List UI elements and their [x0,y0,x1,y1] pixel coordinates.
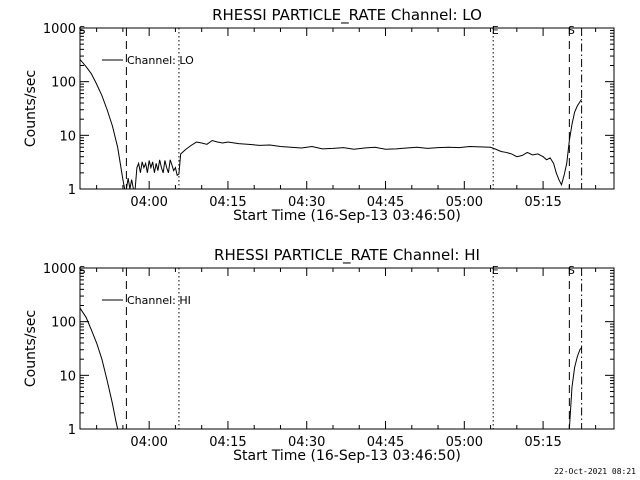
plot-frame [79,27,615,190]
chart-title: RHESSI PARTICLE_RATE Channel: LO [212,6,482,25]
event-label: S [79,264,86,277]
y-axis-label: Counts/sec [23,310,39,387]
legend-label: Channel: LO [127,54,194,67]
series-line [80,59,583,189]
x-axis-label: Start Time (16-Sep-13 03:46:50) [233,448,461,464]
y-axis-label: Counts/sec [23,70,39,147]
x-tick-label: 05:15 [524,195,561,210]
x-tick-label: 05:00 [446,435,483,450]
x-tick-label: 05:00 [446,195,483,210]
event-label: S [568,264,575,277]
y-tick-label: 100 [51,316,76,331]
footer-timestamp: 22-Oct-2021 08:21 [554,467,636,476]
series-line [80,307,583,429]
event-label: E [492,24,499,37]
y-tick-label: 1 [68,423,76,438]
x-tick-label: 04:30 [288,435,325,450]
x-tick-label: 04:15 [209,435,246,450]
x-tick-label: 04:00 [130,435,167,450]
event-label: E [492,264,499,277]
event-label: S [79,24,86,37]
chart-title: RHESSI PARTICLE_RATE Channel: HI [214,246,480,265]
x-tick-label: 04:45 [367,435,404,450]
x-axis-label: Start Time (16-Sep-13 03:46:50) [233,208,461,224]
plot-frame [79,267,615,430]
x-tick-label: 04:00 [130,195,167,210]
panel-hi: RHESSI PARTICLE_RATE Channel: HI Start Ti… [23,246,615,464]
y-tick-label: 1000 [43,22,76,37]
x-tick-label: 04:45 [367,195,404,210]
y-tick-label: 10 [59,369,76,384]
y-tick-label: 1 [68,183,76,198]
y-tick-label: 10 [59,129,76,144]
y-tick-label: 100 [51,76,76,91]
x-tick-label: 04:30 [288,195,325,210]
event-label: S [568,24,575,37]
y-tick-label: 1000 [43,262,76,277]
x-tick-label: 04:15 [209,195,246,210]
panel-lo: RHESSI PARTICLE_RATE Channel: LO Start Ti… [23,6,615,224]
x-tick-label: 05:15 [524,435,561,450]
legend-label: Channel: HI [127,294,191,307]
